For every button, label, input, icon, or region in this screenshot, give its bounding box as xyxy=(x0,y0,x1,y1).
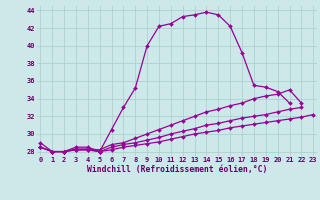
X-axis label: Windchill (Refroidissement éolien,°C): Windchill (Refroidissement éolien,°C) xyxy=(87,165,267,174)
